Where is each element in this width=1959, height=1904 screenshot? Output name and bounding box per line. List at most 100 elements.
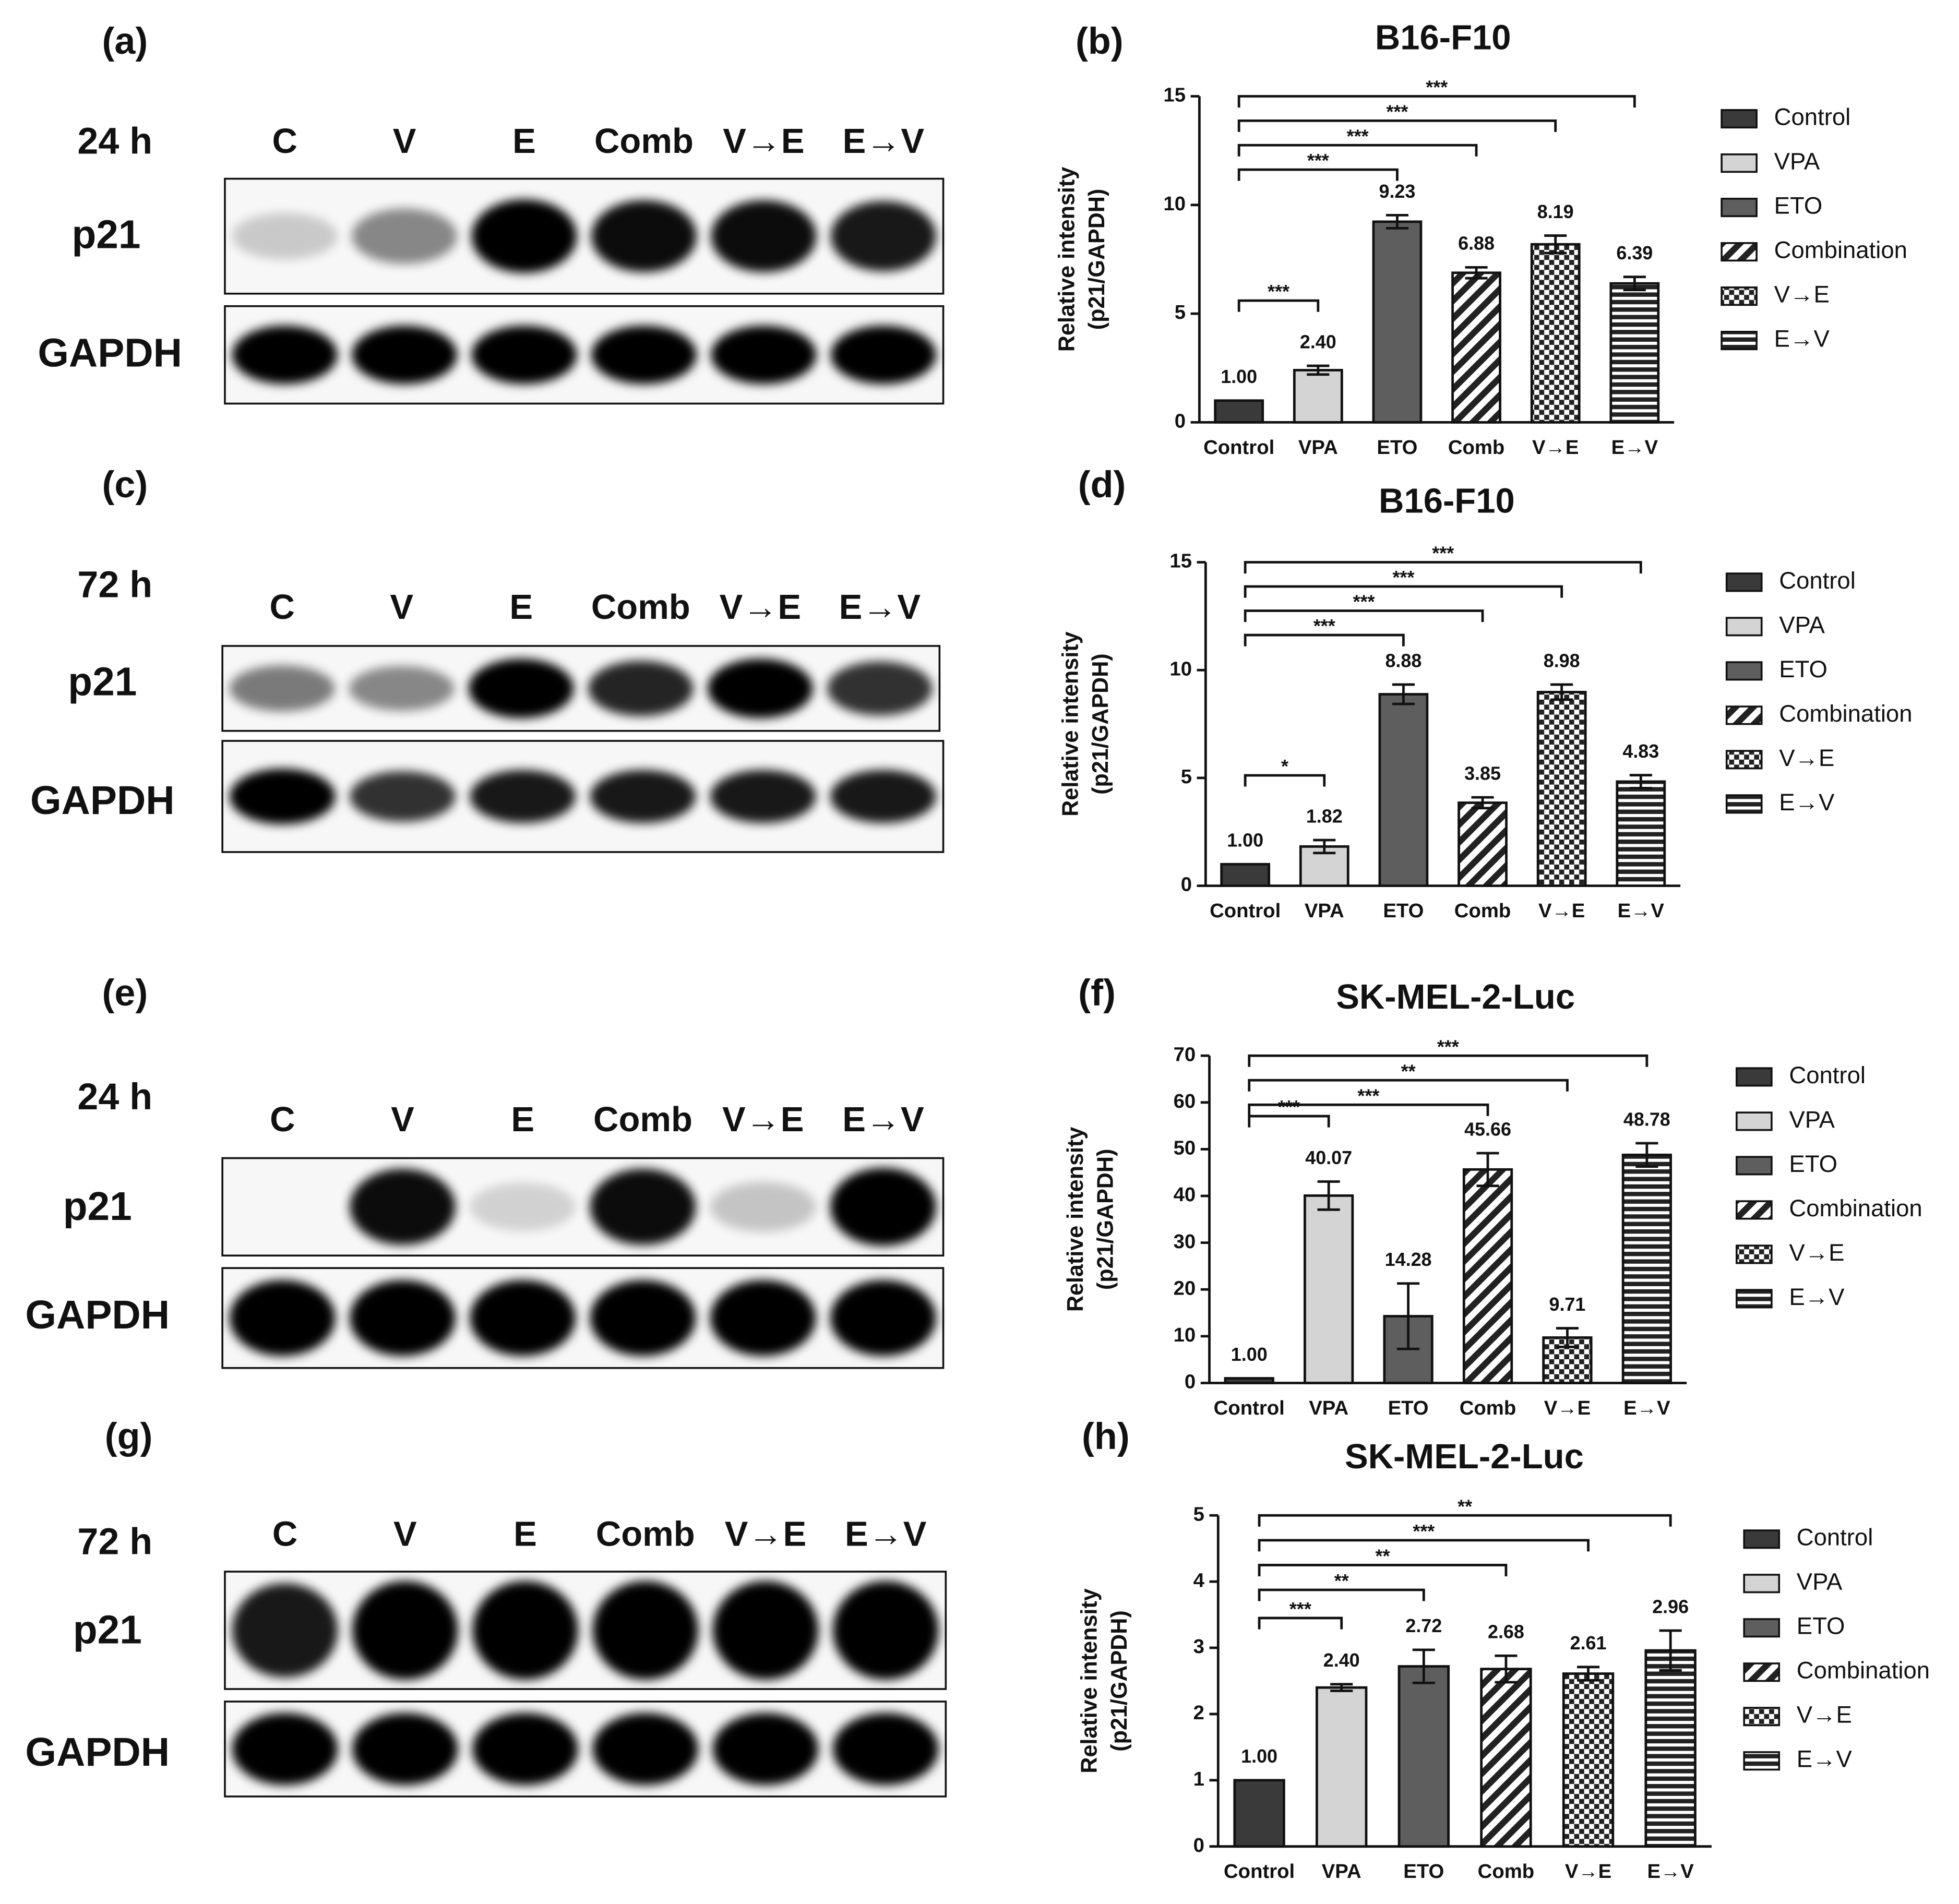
band bbox=[590, 770, 696, 823]
significance-label: ** bbox=[1334, 1570, 1349, 1591]
value-label: 45.66 bbox=[1464, 1118, 1511, 1140]
y-tick-label: 20 bbox=[1174, 1277, 1196, 1299]
error-bar bbox=[1544, 234, 1567, 255]
legend-swatch bbox=[1743, 1662, 1781, 1682]
band bbox=[232, 1713, 338, 1786]
legend-swatch bbox=[1743, 1707, 1781, 1727]
blot-box bbox=[224, 305, 945, 405]
time-label: 24 h bbox=[77, 1076, 152, 1118]
band bbox=[827, 661, 933, 716]
legend-swatch bbox=[1725, 794, 1763, 814]
blot-box bbox=[224, 1571, 947, 1690]
band bbox=[830, 201, 936, 271]
panel-label: (b) bbox=[1076, 20, 1124, 62]
bar bbox=[1536, 690, 1587, 888]
x-tick-label: ETO bbox=[1377, 436, 1417, 459]
band bbox=[471, 326, 577, 385]
lane-label: E→V bbox=[845, 1515, 927, 1554]
protein-label: GAPDH bbox=[25, 1293, 170, 1337]
lane-label: E bbox=[512, 122, 536, 161]
panel-label: (h) bbox=[1082, 1416, 1130, 1457]
legend-swatch bbox=[1743, 1529, 1781, 1549]
band bbox=[712, 1713, 819, 1786]
y-axis-label: Relative intensity bbox=[1054, 167, 1079, 352]
y-tick-label: 10 bbox=[1174, 1324, 1196, 1346]
protein-label: p21 bbox=[71, 212, 140, 257]
bar-chart: (b) B16-F10 Relative intensity (p21/GAPDH) 0… bbox=[1054, 18, 1907, 458]
value-label: 2.96 bbox=[1652, 1596, 1689, 1617]
y-axis-label: Relative intensity bbox=[1077, 1588, 1102, 1773]
legend-label: Combination bbox=[1797, 1657, 1930, 1684]
error-bar bbox=[1330, 1683, 1353, 1692]
y-axis-label: (p21/GAPDH) bbox=[1084, 189, 1109, 330]
significance-bracket bbox=[1258, 1564, 1508, 1576]
value-label: 1.00 bbox=[1231, 1344, 1268, 1365]
value-label: 4.83 bbox=[1622, 740, 1659, 762]
x-tick-label: VPA bbox=[1322, 1860, 1361, 1883]
band bbox=[470, 1182, 576, 1231]
lane-label: V→E bbox=[725, 1515, 806, 1554]
significance-bracket bbox=[1258, 1514, 1672, 1527]
significance-label: *** bbox=[1278, 1096, 1300, 1118]
x-tick-label: Comb bbox=[1448, 436, 1505, 459]
y-tick-label: 60 bbox=[1174, 1090, 1196, 1112]
significance-bracket bbox=[1244, 561, 1642, 574]
significance-bracket bbox=[1248, 1079, 1569, 1092]
legend-swatch bbox=[1736, 1156, 1773, 1176]
legend-swatch bbox=[1743, 1574, 1781, 1594]
value-label: 2.68 bbox=[1488, 1621, 1524, 1643]
y-axis-label: (p21/GAPDH) bbox=[1107, 1610, 1132, 1751]
x-tick-label: VPA bbox=[1309, 1397, 1348, 1419]
band bbox=[710, 1182, 816, 1232]
error-bar bbox=[1576, 1666, 1600, 1682]
legend-label: VPA bbox=[1789, 1106, 1835, 1133]
error-bar bbox=[1471, 796, 1494, 810]
lane-label: V→E bbox=[723, 122, 804, 161]
y-axis-label: Relative intensity bbox=[1063, 1127, 1088, 1312]
y-tick-label: 15 bbox=[1163, 84, 1186, 106]
lane-label: E bbox=[513, 1515, 537, 1554]
legend-label: V→E bbox=[1774, 281, 1830, 308]
band bbox=[229, 1280, 336, 1356]
y-tick-label: 4 bbox=[1193, 1569, 1205, 1591]
y-tick-label: 5 bbox=[1181, 765, 1192, 788]
band bbox=[468, 658, 574, 719]
band bbox=[350, 1280, 456, 1356]
significance-label: *** bbox=[1426, 77, 1448, 98]
y-tick-label: 2 bbox=[1193, 1702, 1204, 1724]
value-label: 3.85 bbox=[1464, 763, 1501, 784]
lane-label: C bbox=[269, 588, 294, 627]
band bbox=[352, 326, 458, 385]
protein-label: GAPDH bbox=[30, 779, 175, 823]
x-tick-label: E→V bbox=[1647, 1860, 1694, 1883]
lane-label: Comb bbox=[594, 122, 694, 161]
legend-swatch bbox=[1721, 286, 1758, 306]
blot-box bbox=[221, 645, 941, 732]
significance-bracket bbox=[1244, 774, 1326, 787]
error-bar bbox=[1623, 276, 1646, 292]
significance-bracket bbox=[1258, 1539, 1590, 1552]
legend-label: Combination bbox=[1789, 1195, 1922, 1222]
lane-label: Comb bbox=[593, 1100, 692, 1139]
legend-label: ETO bbox=[1774, 193, 1823, 219]
x-tick-label: ETO bbox=[1388, 1397, 1429, 1419]
legend-swatch bbox=[1743, 1751, 1781, 1771]
legend-label: E→V bbox=[1774, 326, 1830, 352]
band bbox=[472, 1580, 578, 1680]
value-label: 8.88 bbox=[1385, 650, 1422, 671]
panel-label: (d) bbox=[1078, 464, 1126, 506]
bar bbox=[1621, 1153, 1672, 1384]
lane-label: C bbox=[272, 1515, 297, 1554]
blot-box bbox=[224, 177, 945, 295]
band bbox=[712, 1580, 819, 1680]
significance-label: *** bbox=[1437, 1036, 1459, 1057]
lane-label: V→E bbox=[720, 588, 801, 627]
lane-label: Comb bbox=[596, 1515, 695, 1554]
significance-bracket bbox=[1244, 609, 1484, 622]
chart-title: B16-F10 bbox=[1375, 18, 1511, 57]
x-tick-label: VPA bbox=[1305, 900, 1344, 922]
legend-label: V→E bbox=[1779, 745, 1834, 771]
significance-bracket bbox=[1248, 1054, 1649, 1067]
